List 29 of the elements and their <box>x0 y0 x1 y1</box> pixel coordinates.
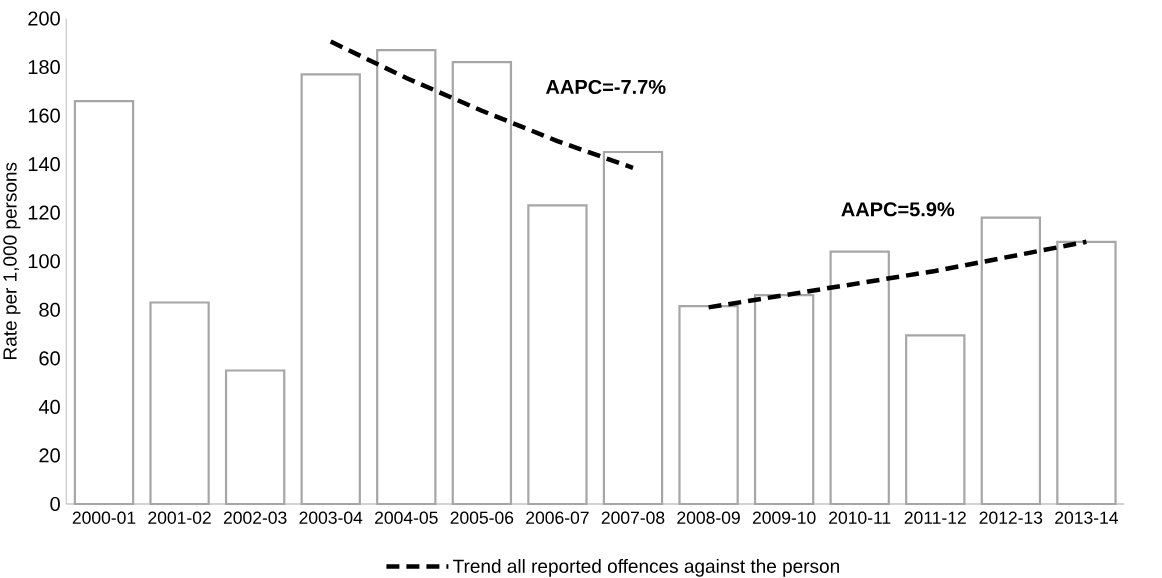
x-tick-label: 2010-11 <box>829 511 891 524</box>
x-tick-label: 2007-08 <box>601 511 665 524</box>
y-tick-label: 140 <box>28 157 60 172</box>
annotation: AAPC=-7.7% <box>546 79 666 95</box>
x-tick-label: 2000-01 <box>72 511 136 524</box>
x-tick-label: 2006-07 <box>526 511 589 524</box>
x-tick-label: 2001-02 <box>148 511 211 524</box>
x-tick-label: 2004-05 <box>375 511 438 524</box>
y-tick-label: 120 <box>28 205 60 220</box>
y-tick-label: 180 <box>28 59 60 75</box>
y-tick-label: 200 <box>28 11 60 26</box>
legend-label: Trend all reported offences against the person <box>453 558 839 577</box>
x-tick-label: 2005-06 <box>450 511 514 524</box>
y-tick-label: 100 <box>28 254 60 269</box>
x-tick-label: 2002-03 <box>223 511 287 524</box>
x-tick-label: 2003-04 <box>299 511 363 524</box>
x-tick-label: 2011-12 <box>904 511 966 524</box>
y-tick-label: 40 <box>38 399 60 414</box>
x-tick-label: 2008-09 <box>677 511 740 524</box>
x-tick-label: 2012-13 <box>979 511 1043 524</box>
y-tick-label: 160 <box>28 108 60 123</box>
x-tick-label: 2013-14 <box>1055 511 1119 524</box>
y-tick-label: 80 <box>39 302 60 317</box>
y-tick-label: 0 <box>50 496 60 512</box>
x-tick-label: 2009-10 <box>752 511 816 524</box>
y-axis-title: Rate per 1,000 persons <box>3 162 21 359</box>
annotation: AAPC=5.9% <box>841 202 955 217</box>
y-tick-label: 20 <box>39 448 60 463</box>
y-tick-label: 60 <box>39 351 60 366</box>
